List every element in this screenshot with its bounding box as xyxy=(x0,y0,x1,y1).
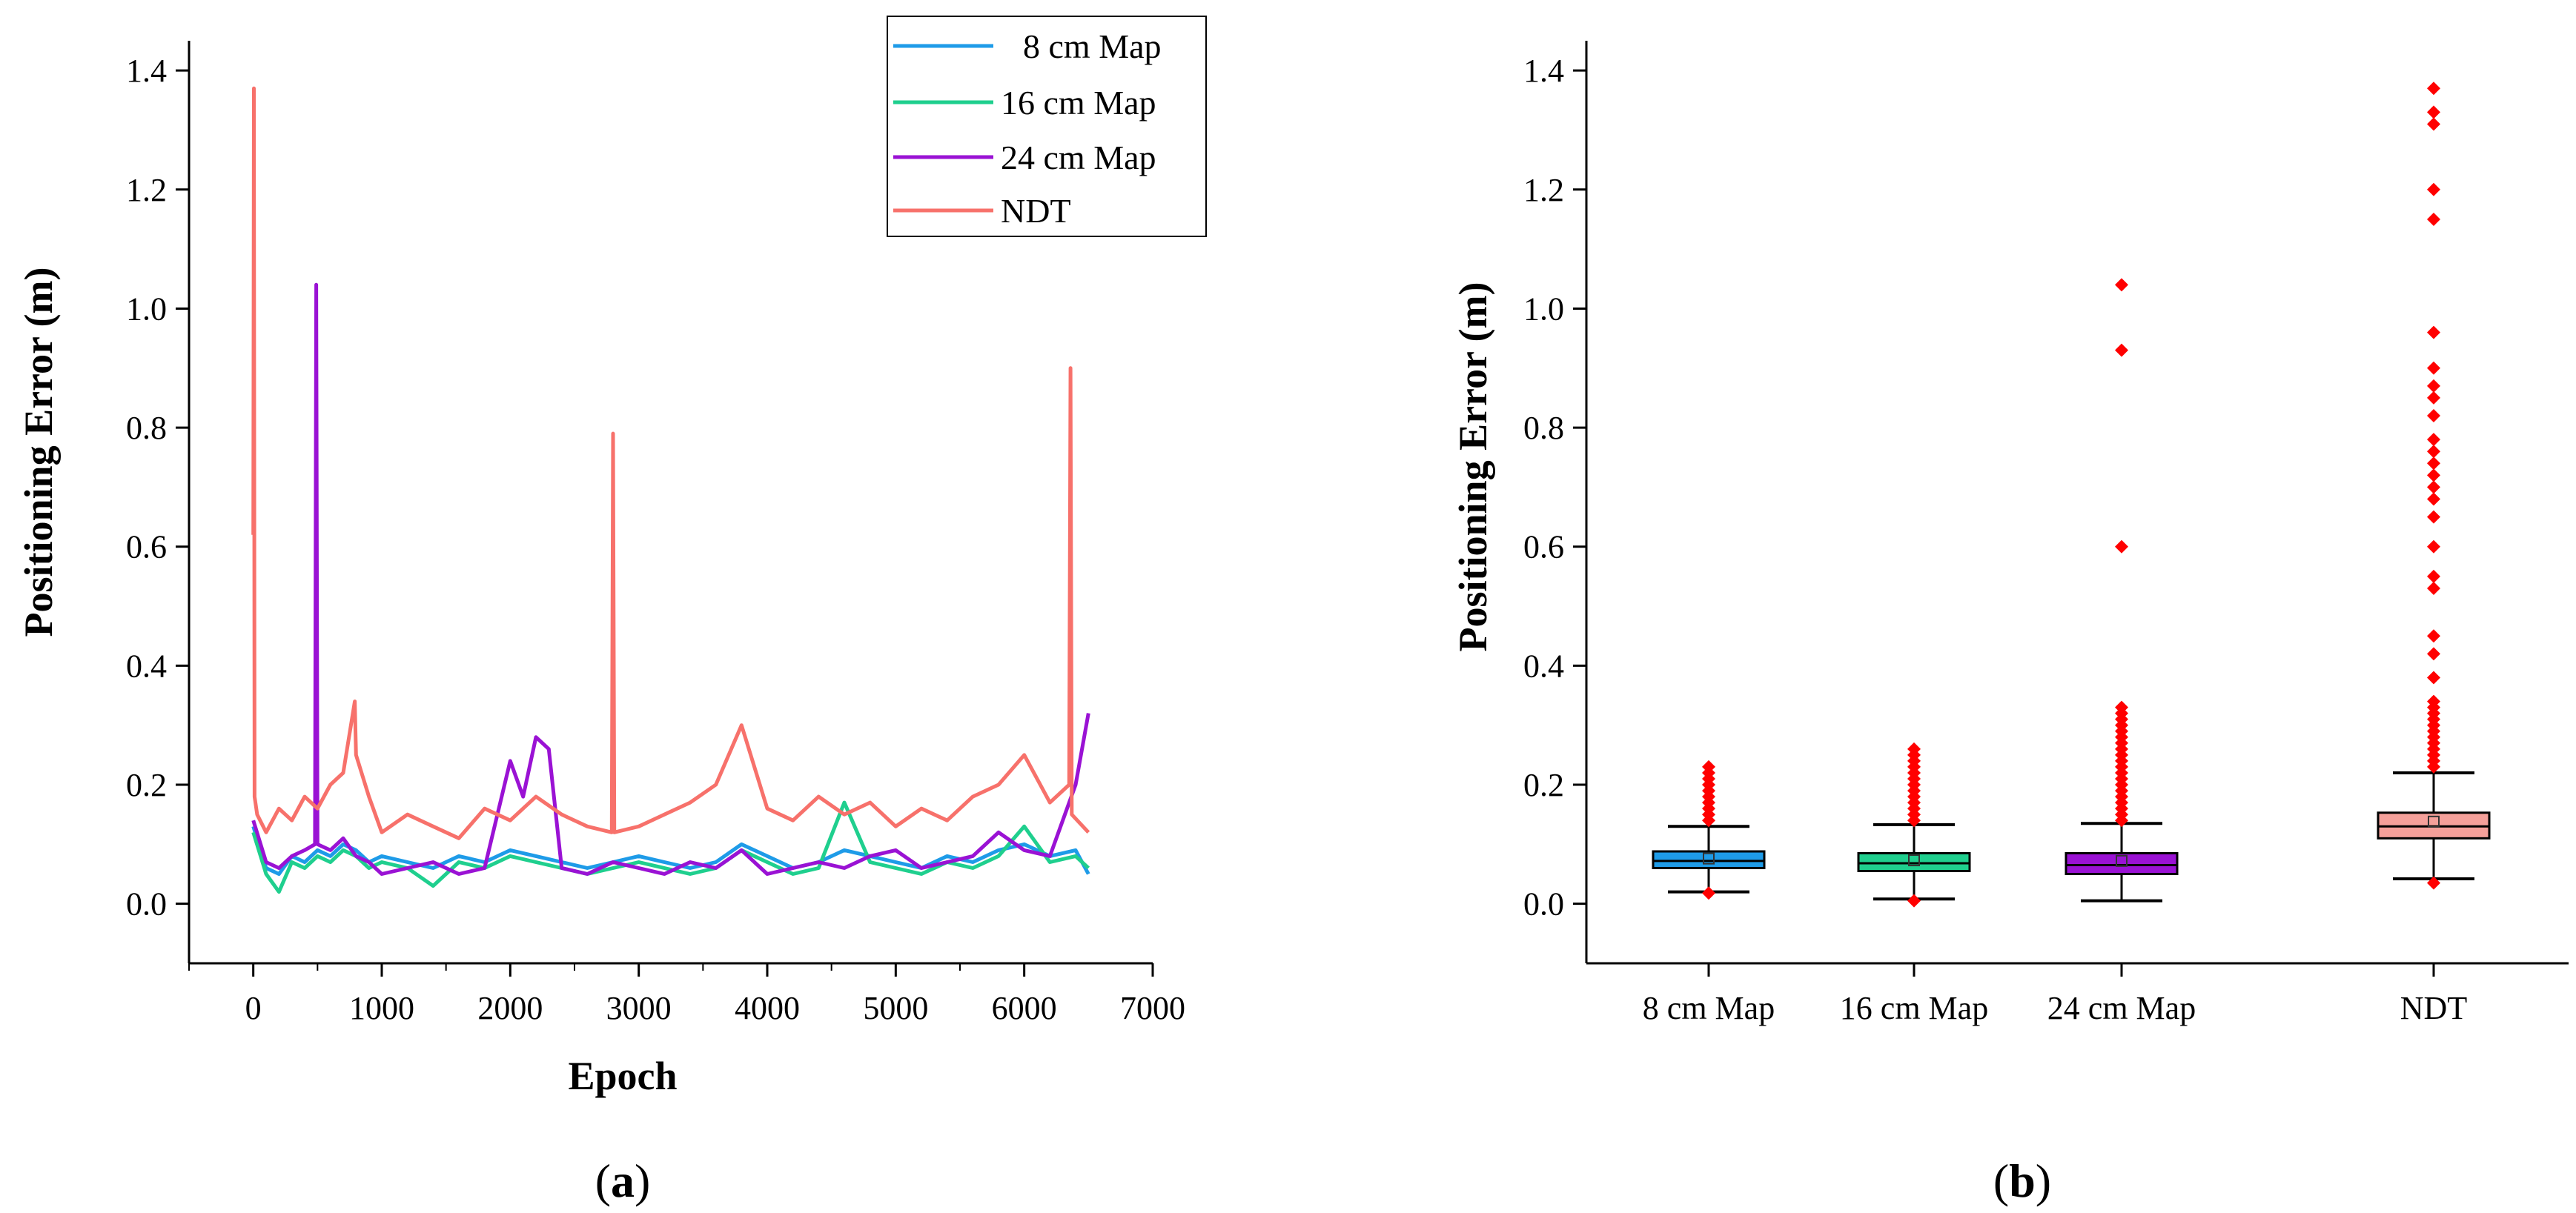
panel-b-category-label: 16 cm Map xyxy=(1840,990,1988,1026)
series-line-24cm xyxy=(251,282,1090,876)
panel-b-y-tick-label: 0.0 xyxy=(1523,886,1564,923)
outlier-point xyxy=(2427,581,2440,595)
legend-label-24cm: 24 cm Map xyxy=(1001,139,1156,176)
outlier-point xyxy=(2115,539,2128,554)
panel-a-x-tick-label: 3000 xyxy=(606,990,672,1026)
panel-a-x-axis-title: Epoch xyxy=(568,1054,677,1098)
outlier-point xyxy=(2427,379,2440,393)
panel-b-label-open: ( xyxy=(1993,1154,2009,1207)
panel-a-y-tick-label: 1.0 xyxy=(126,290,167,327)
outlier-point xyxy=(2427,433,2440,447)
panel-a-x-tick-label: 6000 xyxy=(992,990,1057,1026)
panel-b-y-tick-label: 0.6 xyxy=(1523,529,1564,565)
panel-a-x-tick-label: 5000 xyxy=(863,990,928,1026)
panel-a-y-axis-title: Positioning Error (m) xyxy=(16,267,61,637)
outlier-point xyxy=(2427,569,2440,583)
outlier-point xyxy=(2427,510,2440,524)
panel-a-y-tick-label: 0.4 xyxy=(126,648,167,684)
panel-a-label-close: ) xyxy=(635,1154,650,1207)
box-24cm xyxy=(2065,278,2179,903)
series-line-16cm xyxy=(251,800,1090,894)
panel-a-y-tick-label: 1.2 xyxy=(126,172,167,208)
outlier-point xyxy=(2427,82,2440,96)
box-mean-marker xyxy=(1703,852,1715,865)
outlier-point xyxy=(2115,700,2128,714)
outlier-point xyxy=(1907,742,1921,756)
box-ndt xyxy=(2377,82,2491,890)
box-mean-marker xyxy=(2428,815,2440,828)
panel-b-y-tick-label: 0.2 xyxy=(1523,767,1564,803)
panel-b-box-plot: 0.0 0.2 0.4 0.6 0.8 1.0 1.2 1.4 8 cm Map 16 cm Ma… xyxy=(1451,41,2569,1207)
panel-b-ticks: 0.0 0.2 0.4 0.6 0.8 1.0 1.2 1.4 8 cm Map 16 cm Ma… xyxy=(1523,53,2467,1026)
panel-a-ticks: 0 1000 2000 3000 4000 5000 6000 7000 0.0 0.2 0.4 0.… xyxy=(126,53,1185,1026)
panel-b-category-label: 24 cm Map xyxy=(2047,990,2196,1026)
outlier-point xyxy=(2427,480,2440,494)
legend-label-8cm: 8 cm Map xyxy=(1023,27,1162,65)
series-line-ndt xyxy=(251,86,1090,840)
panel-a-y-tick-label: 0.8 xyxy=(126,410,167,446)
outlier-point xyxy=(2427,117,2440,131)
outlier-point xyxy=(2427,409,2440,423)
outlier-point xyxy=(2427,105,2440,119)
outlier-point xyxy=(2427,361,2440,375)
outlier-point xyxy=(2427,468,2440,482)
panel-a-legend: 8 cm Map 16 cm Map 24 cm Map NDT xyxy=(887,16,1207,237)
outlier-point xyxy=(2427,876,2440,890)
panel-b-y-axis-title: Positioning Error (m) xyxy=(1451,282,1495,652)
panel-b-category-label: NDT xyxy=(2400,990,2468,1026)
panel-b-y-tick-label: 1.4 xyxy=(1523,53,1564,89)
box-8cm xyxy=(1652,760,1766,900)
outlier-point xyxy=(2427,694,2440,708)
panel-a-label-letter: a xyxy=(611,1154,635,1207)
panel-a-x-tick-label: 1000 xyxy=(349,990,414,1026)
panel-a-y-tick-label: 0.6 xyxy=(126,529,167,565)
panel-a-series-group xyxy=(251,86,1090,894)
outlier-point xyxy=(2427,445,2440,459)
box-body xyxy=(2065,851,2179,876)
panel-a-x-tick-label: 0 xyxy=(245,990,262,1026)
box-mean-marker xyxy=(2116,854,2128,867)
box-body xyxy=(1857,851,1971,872)
panel-a-y-tick-label: 0.2 xyxy=(126,767,167,803)
panel-b-y-tick-label: 0.8 xyxy=(1523,410,1564,446)
outlier-point xyxy=(2115,343,2128,357)
outlier-point xyxy=(2427,456,2440,471)
outlier-point xyxy=(2427,647,2440,661)
box-body xyxy=(1652,850,1766,869)
panel-b-category-label: 8 cm Map xyxy=(1643,990,1775,1026)
outlier-point xyxy=(2427,629,2440,643)
panel-b-boxes-group xyxy=(1652,82,2491,908)
panel-a-line-chart: 0 1000 2000 3000 4000 5000 6000 7000 0.0 0.2 0.4 0.… xyxy=(16,16,1207,1207)
box-mean-marker xyxy=(1908,854,1920,867)
outlier-point xyxy=(2427,182,2440,196)
outlier-point xyxy=(1702,886,1715,900)
outlier-point xyxy=(2427,325,2440,339)
outlier-point xyxy=(1702,760,1715,774)
panel-b-y-tick-label: 1.0 xyxy=(1523,290,1564,327)
panel-b-label: (b) xyxy=(1993,1154,2051,1207)
panel-a-x-tick-label: 7000 xyxy=(1120,990,1185,1026)
panel-b-y-tick-label: 1.2 xyxy=(1523,172,1564,208)
legend-label-16cm: 16 cm Map xyxy=(1001,84,1156,122)
outlier-point xyxy=(2427,391,2440,405)
panel-a-x-tick-label: 4000 xyxy=(735,990,800,1026)
panel-a-label-open: ( xyxy=(595,1154,611,1207)
outlier-point xyxy=(2427,671,2440,685)
legend-label-ndt: NDT xyxy=(1001,192,1071,230)
panel-a-label: (a) xyxy=(595,1154,651,1207)
outlier-point xyxy=(2427,492,2440,506)
panel-b-label-close: ) xyxy=(2036,1154,2051,1207)
panel-b-y-tick-label: 0.4 xyxy=(1523,648,1564,684)
panel-a-y-tick-label: 1.4 xyxy=(126,53,167,89)
outlier-point xyxy=(2115,278,2128,292)
legend-frame xyxy=(887,16,1207,237)
panel-a-x-tick-label: 2000 xyxy=(477,990,543,1026)
panel-b-label-letter: b xyxy=(2009,1154,2036,1207)
outlier-point xyxy=(2427,539,2440,554)
panel-a-y-tick-label: 0.0 xyxy=(126,886,167,923)
box-16cm xyxy=(1857,742,1971,908)
outlier-point xyxy=(1907,894,1921,908)
outlier-point xyxy=(2427,212,2440,226)
